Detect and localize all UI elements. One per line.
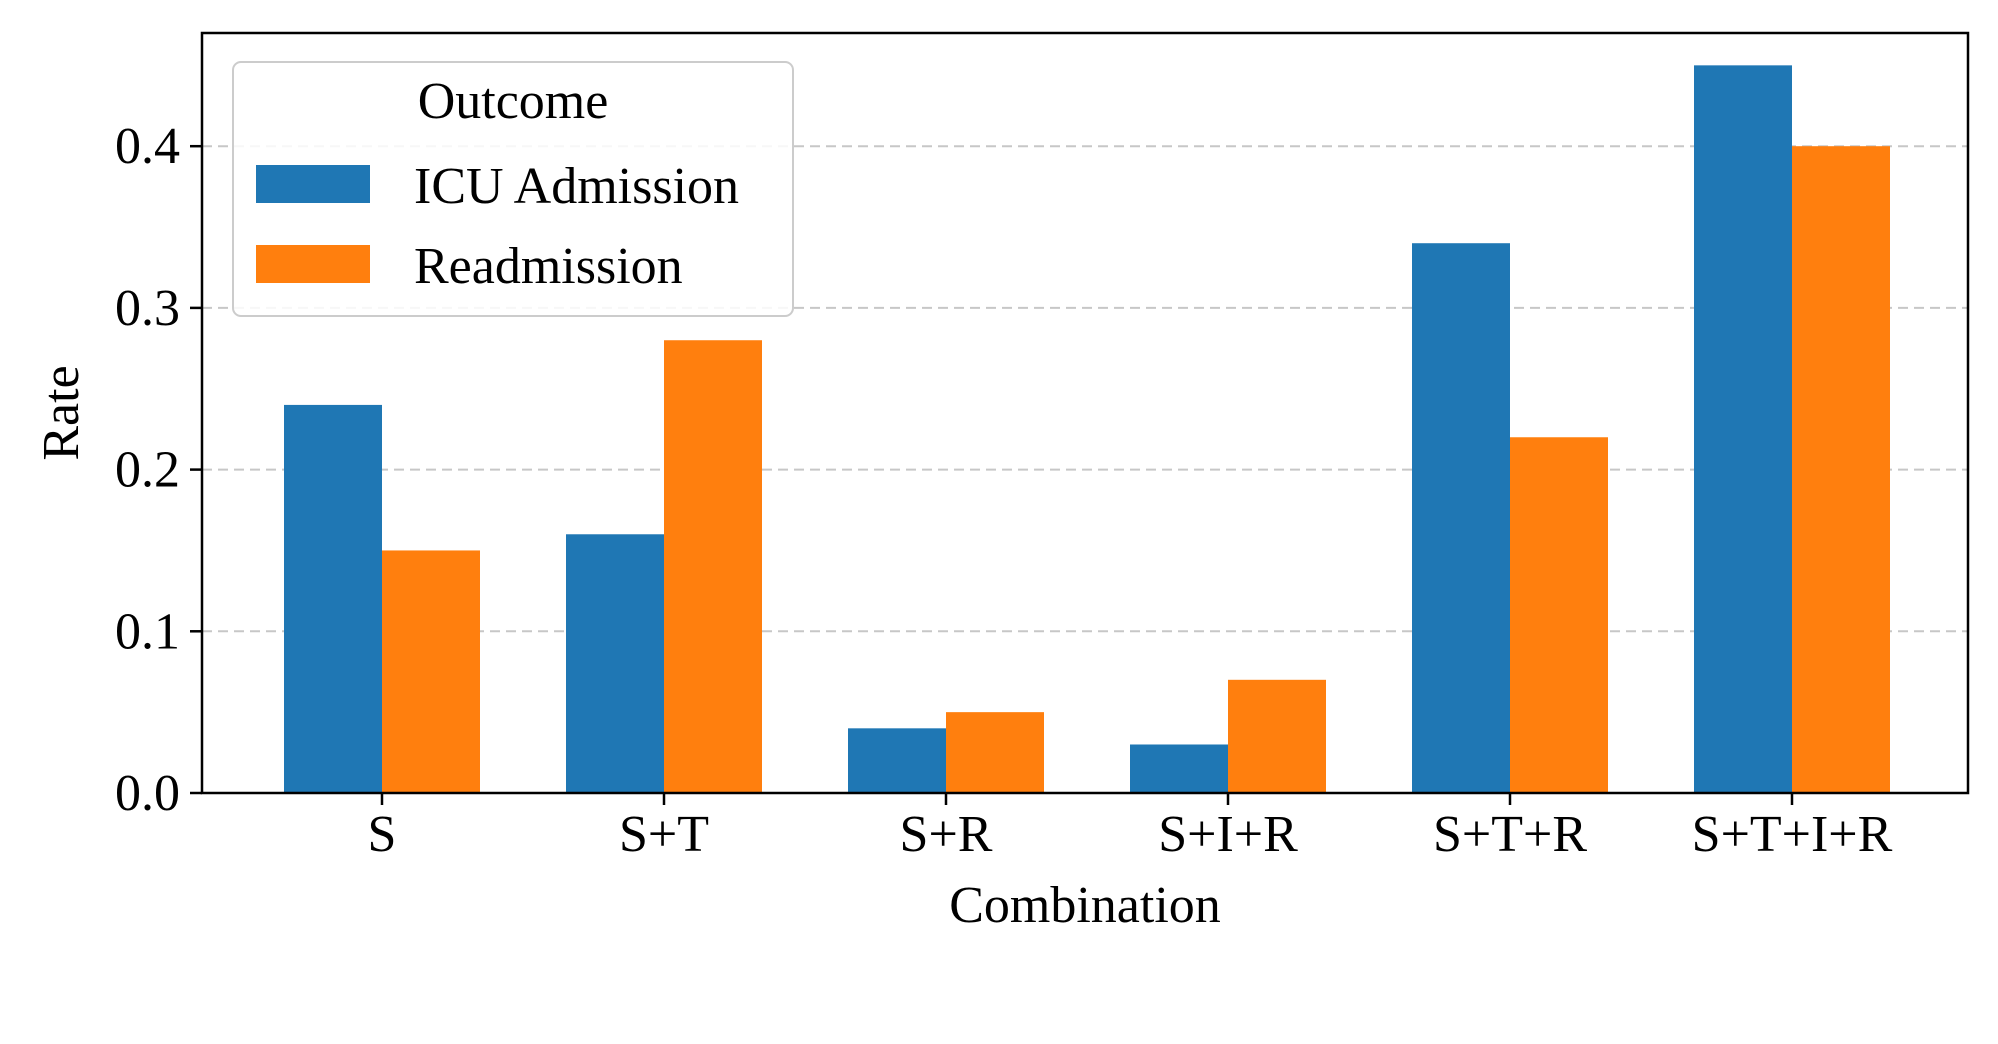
x-tick-label: S — [368, 806, 397, 863]
bar-icu-admission-s-t-i-r — [1694, 65, 1792, 793]
y-tick-label: 0.3 — [115, 280, 180, 337]
bar-readmission-s-t-i-r — [1792, 146, 1890, 794]
plot-frame — [200, 31, 1970, 795]
y-axis-title: Rate — [33, 365, 90, 460]
bar-readmission-s-i-r — [1228, 679, 1326, 793]
legend-swatch-readmission — [256, 245, 370, 283]
legend: Outcome ICU Admission Readmission — [232, 61, 794, 317]
y-tick-label: 0.0 — [115, 765, 180, 822]
bar-icu-admission-s-i-r — [1130, 744, 1228, 793]
x-tick-label: S+T+R — [1433, 806, 1587, 863]
bar-icu-admission-s — [284, 404, 382, 793]
x-tick-label: S+T — [619, 806, 709, 863]
bar-readmission-s — [382, 550, 480, 793]
x-tick-label: S+T+I+R — [1692, 806, 1893, 863]
bar-icu-admission-s-t-r — [1412, 243, 1510, 793]
legend-title: Outcome — [418, 73, 609, 130]
y-tick-label: 0.2 — [115, 442, 180, 499]
x-axis-title: Combination — [949, 877, 1221, 934]
legend-frame — [232, 61, 794, 317]
y-tick-label: 0.4 — [115, 118, 180, 175]
x-axis: S S+T S+R S+I+R S+T+R S+T+I+R — [368, 793, 1893, 863]
bar-icu-admission-s-r — [848, 728, 946, 793]
bars — [284, 65, 1890, 794]
legend-label-icu-admission: ICU Admission — [414, 158, 739, 215]
bar-readmission-s-r — [946, 712, 1044, 793]
x-tick-label: S+I+R — [1158, 806, 1298, 863]
bar-readmission-s-t-r — [1510, 437, 1608, 793]
y-axis: 0.0 0.1 0.2 0.3 0.4 — [115, 118, 202, 822]
bar-readmission-s-t — [664, 340, 762, 793]
y-tick-label: 0.1 — [115, 603, 180, 660]
legend-label-readmission: Readmission — [414, 238, 683, 295]
bar-icu-admission-s-t — [566, 534, 664, 793]
x-tick-label: S+R — [900, 806, 993, 863]
legend-swatch-icu-admission — [256, 165, 370, 203]
